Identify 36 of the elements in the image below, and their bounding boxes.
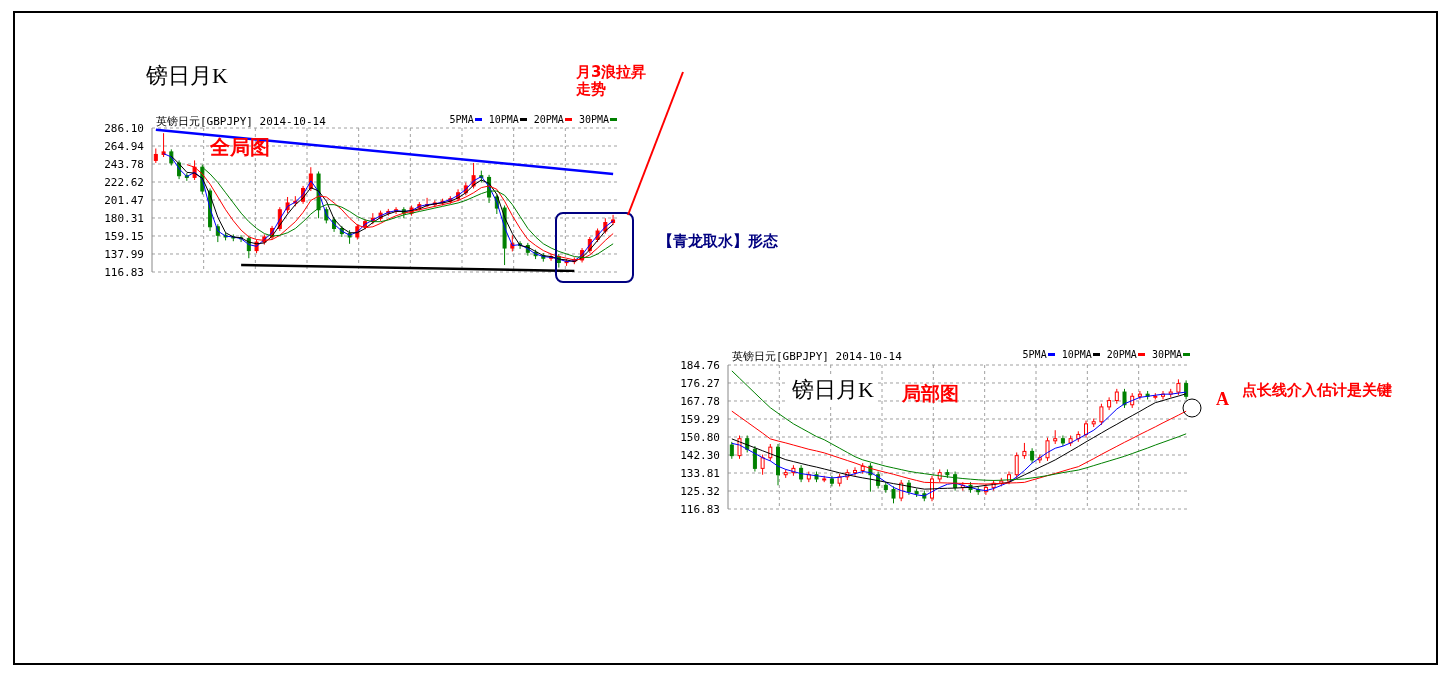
text: 【青龙取水】形态 [658, 232, 778, 250]
y-tick-label: 180.31 [104, 211, 144, 225]
legend-label: 5PMA [449, 114, 474, 125]
legend-label: 20PMA [533, 114, 564, 125]
y-tick-label: 159.15 [104, 229, 144, 243]
y-tick-label: 125.32 [680, 484, 720, 498]
y-tick-label: 176.27 [680, 376, 720, 390]
y-tick-label: 133.81 [680, 466, 720, 480]
annotation: 镑日月K [788, 376, 878, 405]
y-tick-label: 167.78 [680, 394, 720, 408]
y-tick-label: 243.78 [104, 157, 144, 171]
chart-title: 英镑日元[GBPJPY] 2014-10-14 [732, 349, 902, 364]
y-tick-label: 116.83 [104, 265, 144, 279]
chart-title: 英镑日元[GBPJPY] 2014-10-14 [156, 114, 326, 129]
text: 镑日月K [146, 63, 228, 89]
y-tick-label: 286.10 [104, 121, 144, 135]
annotation: 局部图 [902, 382, 959, 404]
y-tick-label: 222.62 [104, 175, 144, 189]
legend-label: 10PMA [1061, 349, 1092, 360]
y-tick-label: 201.47 [104, 193, 144, 207]
y-tick-label: 150.80 [680, 430, 720, 444]
legend-label: 5PMA [1022, 349, 1047, 360]
legend-label: 20PMA [1106, 349, 1137, 360]
text: 点长线介入估计是关键 [1242, 381, 1392, 399]
y-tick-label: 116.83 [680, 502, 720, 516]
y-tick-label: 137.99 [104, 247, 144, 261]
legend-label: 10PMA [488, 114, 519, 125]
annotation: 全局图 [210, 135, 270, 159]
y-tick-label: 159.29 [680, 412, 720, 426]
legend-label: 30PMA [578, 114, 609, 125]
legend-label: 30PMA [1151, 349, 1182, 360]
text: A [1216, 389, 1229, 410]
text: 月3浪拉昇走势 [576, 63, 648, 98]
y-tick-label: 142.30 [680, 448, 720, 462]
y-tick-label: 264.94 [104, 139, 145, 153]
y-tick-label: 184.76 [680, 358, 720, 372]
